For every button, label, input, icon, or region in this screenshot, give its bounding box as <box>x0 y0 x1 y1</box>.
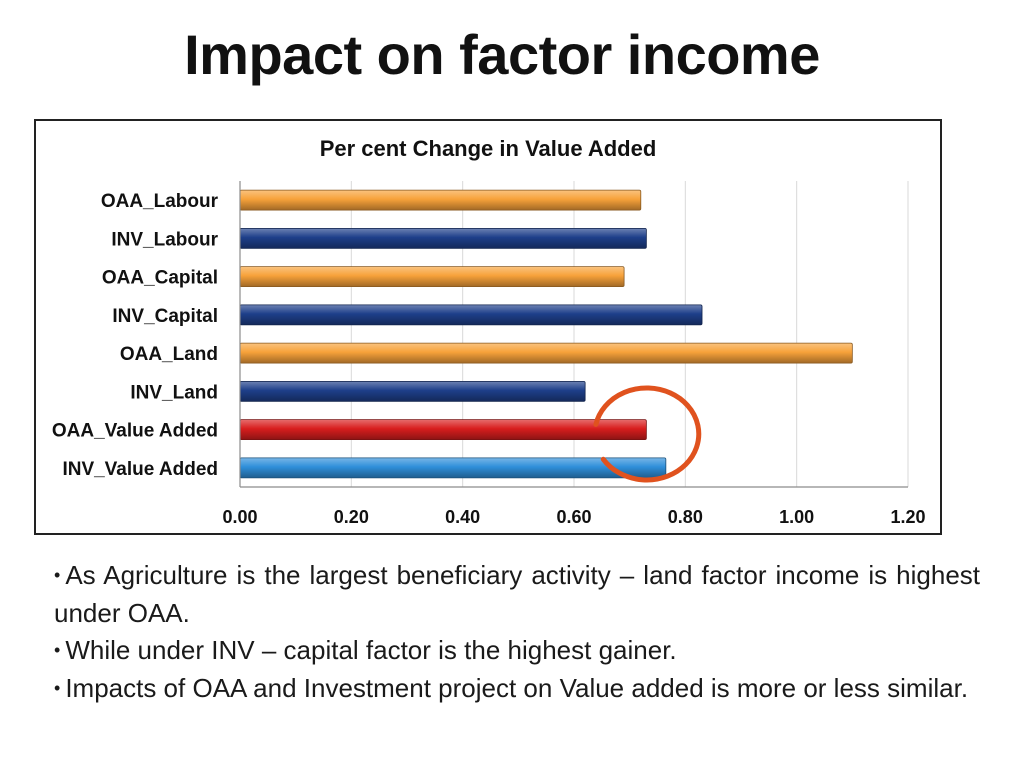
highlight-circle <box>593 385 702 483</box>
category-label: INV_Land <box>130 382 218 403</box>
bullet-text: While under INV – capital factor is the … <box>65 635 677 665</box>
chart-title: Per cent Change in Value Added <box>320 136 657 161</box>
category-label: INV_Labour <box>111 229 218 250</box>
bar-chart: Per cent Change in Value Added 0.00 0.20 0.… <box>52 136 926 527</box>
category-label: OAA_Value Added <box>52 421 218 442</box>
bullet-list: • As Agriculture is the largest beneficia… <box>54 557 980 707</box>
page-title: Impact on factor income <box>184 23 820 86</box>
category-label: INV_Capital <box>112 306 218 327</box>
x-tick-label: 1.20 <box>890 507 925 527</box>
bullet-item: • Impacts of OAA and Investment project o… <box>54 670 980 708</box>
annotations <box>593 385 702 483</box>
bar-inv-capital <box>239 304 703 326</box>
bar-oaa-capital <box>239 266 625 288</box>
bullet-text: Impacts of OAA and Investment project on… <box>65 672 969 703</box>
bullet-item: • As Agriculture is the largest beneficia… <box>54 557 980 632</box>
category-label: INV_Value Added <box>62 459 218 480</box>
bar-inv-land <box>239 380 586 402</box>
x-tick-label: 1.00 <box>779 507 814 527</box>
x-tick-label: 0.00 <box>222 507 257 527</box>
bars <box>239 189 853 479</box>
bullet-dot-icon: • <box>54 565 61 585</box>
category-label: OAA_Land <box>120 344 218 365</box>
bullet-text: As Agriculture is the largest beneficiar… <box>54 560 980 628</box>
x-tick-label: 0.80 <box>668 507 703 527</box>
bullet-dot-icon: • <box>54 677 61 698</box>
category-label: OAA_Capital <box>102 268 218 289</box>
axes <box>239 181 908 488</box>
bullet-item: • While under INV – capital factor is the… <box>54 632 980 670</box>
bullet-dot-icon: • <box>54 640 61 660</box>
x-tick-label: 0.40 <box>445 507 480 527</box>
gridlines <box>350 181 909 487</box>
bar-oaa-value-added <box>239 419 647 441</box>
bar-oaa-land <box>239 342 853 364</box>
labels: Per cent Change in Value Added 0.00 0.20 0.… <box>52 136 926 527</box>
category-label: OAA_Labour <box>101 191 219 212</box>
bar-oaa-labour <box>239 189 642 211</box>
bar-inv-labour <box>239 227 647 249</box>
x-tick-label: 0.60 <box>556 507 591 527</box>
x-tick-label: 0.20 <box>334 507 369 527</box>
chart-frame: Per cent Change in Value Added 0.00 0.20 0.… <box>34 119 942 535</box>
